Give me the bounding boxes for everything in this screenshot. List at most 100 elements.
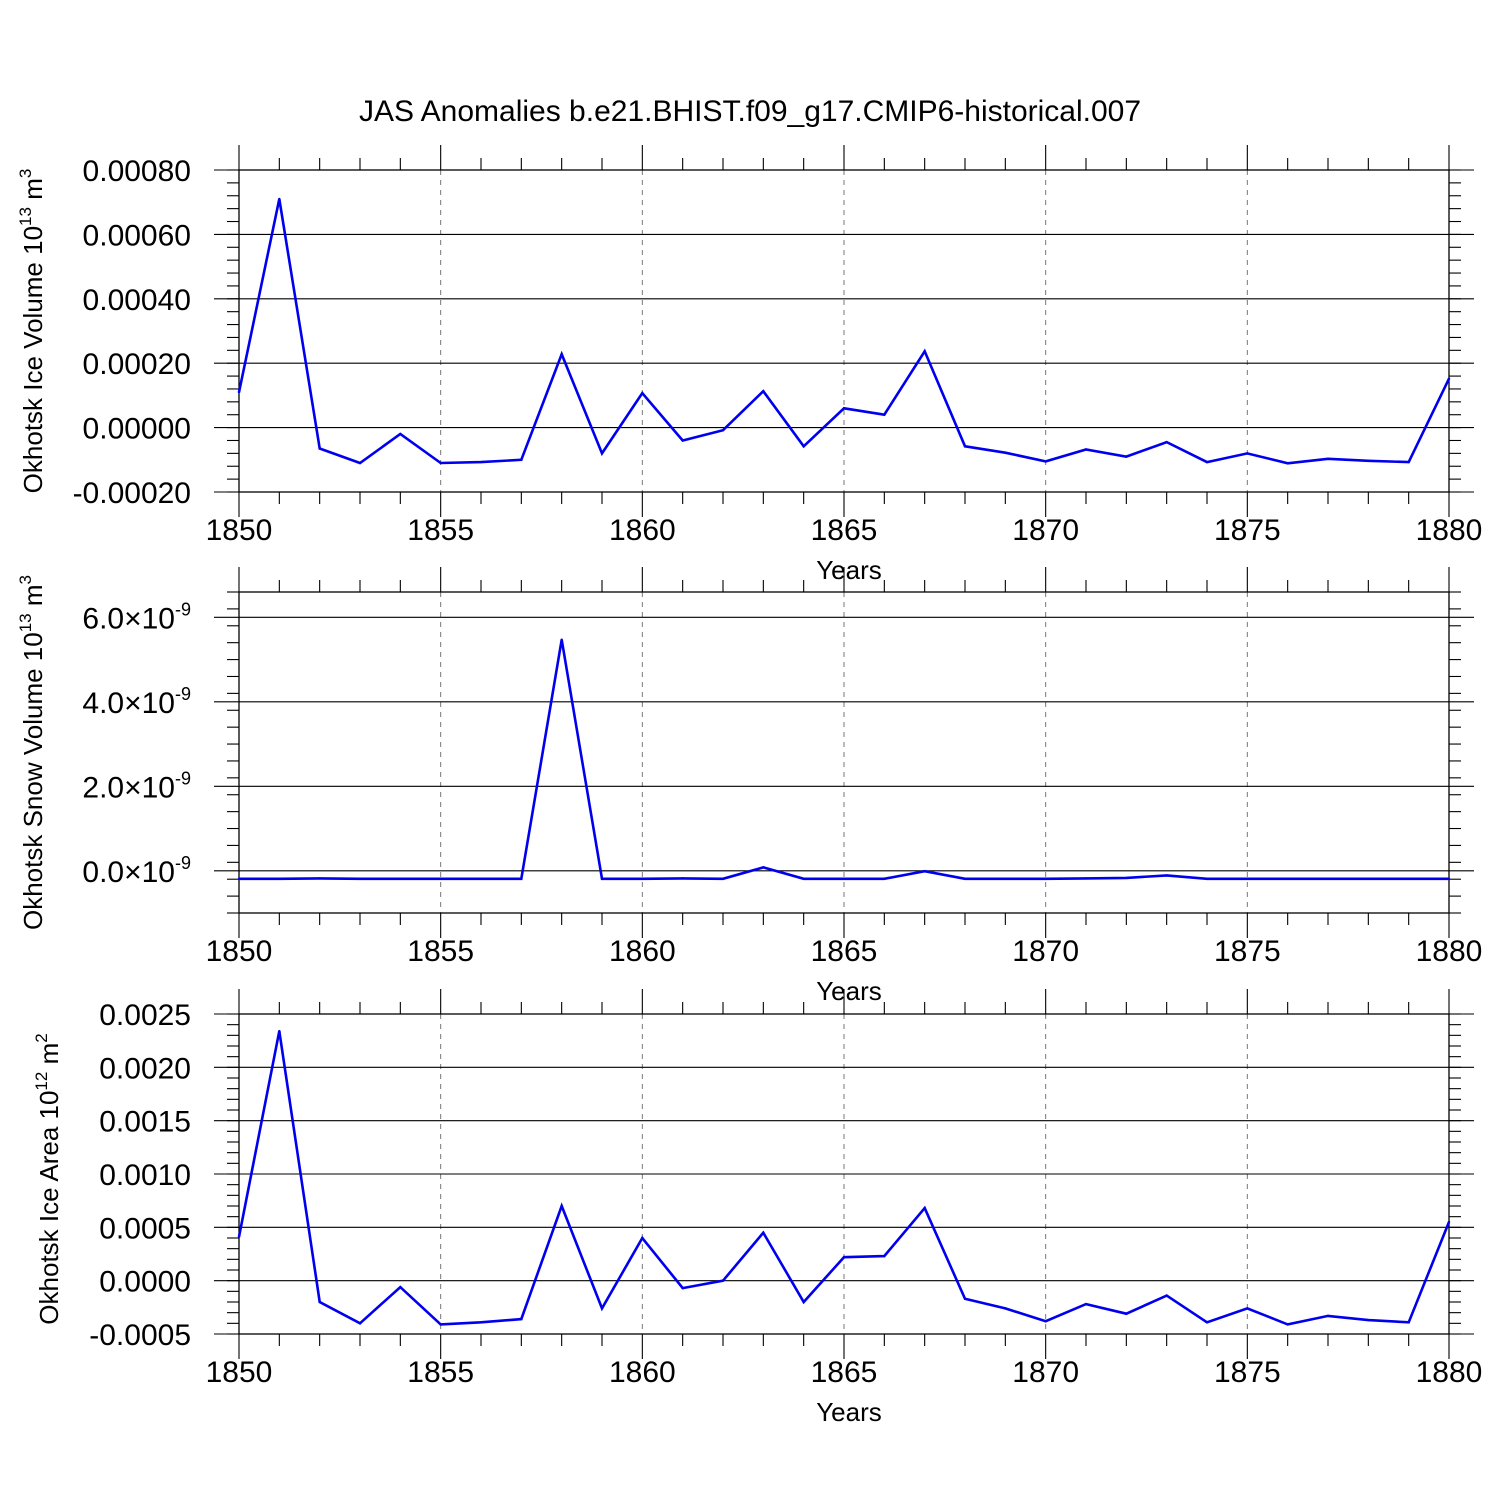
- data-point: [1165, 874, 1168, 877]
- data-point: [318, 1300, 321, 1304]
- data-point: [237, 1235, 241, 1239]
- data-point: [318, 877, 321, 880]
- data-point: [1165, 1294, 1168, 1297]
- panel-3: 1850 1855 1860 1865 1870 1875 1880 -0.0005 0.000…: [32, 989, 1482, 1427]
- x-tick-label: 1875: [1214, 514, 1281, 547]
- x-axis-label: Years: [816, 555, 882, 585]
- data-point: [883, 413, 886, 416]
- y-tick-label: 2.0×10-9: [82, 768, 191, 804]
- data-point: [1447, 377, 1451, 380]
- data-point: [1125, 1312, 1128, 1315]
- data-point: [842, 1256, 846, 1259]
- data-point: [681, 439, 684, 442]
- data-point: [1246, 452, 1249, 455]
- data-point: [721, 428, 725, 432]
- data-point: [358, 461, 362, 465]
- y-tick-label: -0.00020: [73, 477, 191, 510]
- data-point: [641, 877, 644, 880]
- data-point: [923, 1206, 926, 1210]
- data-point: [721, 877, 725, 880]
- y-tick-label: 0.00040: [83, 284, 191, 317]
- y-axis-label: Okhotsk Snow Volume 1013 m3: [16, 575, 48, 930]
- data-point: [1125, 455, 1128, 458]
- data-point: [278, 197, 281, 201]
- data-point: [479, 877, 483, 880]
- x-tick-label: 1875: [1214, 1356, 1281, 1389]
- data-point: [560, 352, 563, 356]
- data-point: [681, 1286, 684, 1290]
- y-tick-label: 0.0020: [99, 1052, 191, 1085]
- data-point: [802, 877, 805, 880]
- data-point: [479, 460, 483, 464]
- data-point: [1367, 459, 1370, 462]
- data-point: [560, 638, 563, 641]
- data-point: [318, 447, 321, 450]
- data-point: [1165, 440, 1168, 444]
- data-point: [439, 461, 442, 465]
- data-point: [1044, 460, 1047, 463]
- data-point: [1286, 1323, 1289, 1326]
- data-point: [1246, 877, 1249, 880]
- data-point: [520, 1317, 523, 1321]
- y-axis-label: Okhotsk Ice Volume 1013 m3: [16, 169, 48, 494]
- y-tick-label: 4.0×10-9: [82, 684, 191, 720]
- x-tick-label: 1875: [1214, 935, 1281, 968]
- data-point: [1447, 1220, 1451, 1224]
- data-point: [1004, 877, 1007, 880]
- y-tick-label: 0.00080: [83, 155, 191, 188]
- y-tick-label: 0.0015: [99, 1106, 191, 1139]
- y-tick-label: 0.0025: [99, 999, 191, 1032]
- data-point: [883, 1254, 886, 1258]
- data-point: [883, 877, 886, 880]
- x-tick-label: 1880: [1416, 1356, 1483, 1389]
- data-point: [1447, 877, 1451, 880]
- x-tick-label: 1860: [609, 935, 676, 968]
- data-point: [278, 877, 281, 880]
- data-point: [479, 1321, 483, 1324]
- data-point: [1084, 877, 1088, 880]
- data-point: [762, 390, 765, 393]
- y-tick-label: 0.0×10-9: [82, 853, 191, 889]
- y-tick-label: 6.0×10-9: [82, 599, 191, 635]
- data-point: [1326, 457, 1330, 461]
- data-point: [1407, 1321, 1410, 1324]
- data-point: [439, 877, 442, 880]
- y-tick-label: 0.0000: [99, 1266, 191, 1299]
- data-point: [1125, 876, 1128, 880]
- data-point: [1004, 1307, 1007, 1310]
- data-point: [1407, 877, 1410, 880]
- data-point: [1286, 877, 1289, 880]
- data-point: [358, 877, 362, 880]
- data-point: [399, 432, 402, 436]
- data-point: [1246, 1307, 1249, 1310]
- data-point: [358, 1322, 362, 1325]
- panel-1: 1850 1855 1860 1865 1870 1875 1880 -0.00020 0.00…: [16, 145, 1482, 585]
- data-point: [963, 445, 967, 448]
- data-point: [923, 350, 926, 353]
- data-point: [1084, 448, 1088, 451]
- data-point: [237, 390, 241, 394]
- x-tick-label: 1850: [206, 935, 273, 968]
- x-tick-label: 1870: [1012, 514, 1079, 547]
- x-tick-label: 1870: [1012, 935, 1079, 968]
- y-tick-label: -0.0005: [89, 1319, 191, 1352]
- x-tick-label: 1870: [1012, 1356, 1079, 1389]
- data-point: [802, 445, 805, 448]
- x-tick-label: 1855: [407, 514, 474, 547]
- data-point: [1044, 1320, 1047, 1323]
- x-tick-label: 1880: [1416, 935, 1483, 968]
- data-point: [399, 1285, 402, 1289]
- data-point: [520, 458, 523, 461]
- data-point: [721, 1279, 725, 1282]
- data-point: [641, 391, 644, 395]
- y-tick-label: 0.00060: [83, 219, 191, 252]
- data-point: [842, 877, 846, 880]
- y-tick-label: 0.00020: [83, 348, 191, 381]
- x-tick-label: 1860: [609, 1356, 676, 1389]
- data-point: [1367, 1318, 1370, 1322]
- data-point: [1367, 877, 1370, 880]
- data-point: [963, 877, 967, 880]
- data-point: [842, 407, 846, 410]
- data-point: [923, 869, 926, 873]
